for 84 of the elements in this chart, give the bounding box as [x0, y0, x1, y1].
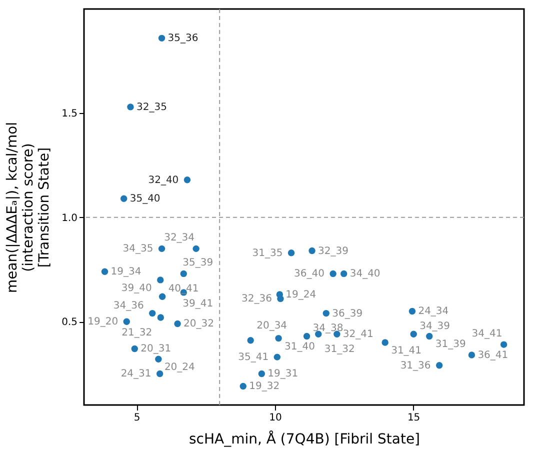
point	[158, 34, 166, 42]
point	[275, 334, 282, 342]
data-label: 20_32	[184, 318, 214, 330]
data-label: 32_35	[136, 102, 167, 113]
y-axis-title: mean(|ΔΔΔEₐ|), kcal/mol (interaction score) [Transition State]	[4, 122, 53, 294]
data-label: 34_40	[350, 268, 380, 280]
data-label: 31_32	[324, 344, 355, 356]
data-label: 19_32	[249, 381, 280, 392]
point	[277, 295, 284, 302]
point	[149, 310, 156, 317]
data-label: 40_41	[168, 284, 199, 295]
point	[258, 370, 266, 378]
point	[123, 318, 130, 325]
data-label: 24_34	[418, 306, 449, 318]
x-tick-label: 10	[269, 412, 282, 424]
point	[101, 268, 108, 275]
point	[274, 354, 281, 360]
y-tick-label: 1.0	[62, 212, 78, 224]
x-tick-label: 5	[134, 412, 140, 424]
data-label: 34_41	[472, 328, 502, 340]
point	[127, 104, 134, 110]
data-label: 35_40	[130, 194, 160, 205]
data-label: 34_36	[113, 300, 144, 312]
data-label: 36_39	[332, 308, 363, 320]
data-label: 36_40	[294, 268, 325, 280]
data-label: 19_31	[268, 368, 298, 380]
point	[303, 332, 310, 340]
data-label: 31_40	[284, 341, 315, 352]
point	[330, 270, 336, 278]
data-label: 21_32	[122, 327, 152, 338]
data-label: 31_35	[252, 248, 283, 259]
x-axis-title: scHA_min, Å (7Q4B) [Fibril State]	[188, 430, 420, 448]
data-label: 34_35	[122, 244, 154, 255]
point	[500, 341, 508, 348]
point	[247, 337, 254, 344]
data-label: 36_41	[478, 350, 508, 361]
point	[410, 330, 417, 338]
point	[288, 250, 295, 256]
data-label: 31_39	[435, 339, 466, 350]
point	[174, 320, 181, 328]
point	[436, 362, 443, 369]
data-label: 20_31	[140, 344, 172, 355]
point	[131, 345, 138, 352]
data-label: 32_39	[318, 246, 348, 257]
data-label: 20_34	[256, 320, 288, 332]
point	[426, 332, 433, 340]
data-label: 35_39	[182, 258, 214, 269]
data-label: 19_20	[88, 316, 118, 328]
point	[322, 310, 330, 317]
data-label: 39_41	[182, 298, 214, 310]
point	[382, 339, 388, 346]
point	[184, 176, 191, 184]
data-label: 20_24	[164, 362, 195, 374]
point	[468, 352, 476, 358]
point	[157, 314, 164, 321]
x-tick-label: 15	[407, 412, 420, 424]
point	[340, 270, 348, 278]
point	[408, 308, 416, 315]
data-label: 19_34	[110, 266, 142, 278]
point	[158, 293, 166, 300]
y-tick-label: 1.5	[62, 108, 78, 120]
point	[308, 247, 316, 254]
data-label: 32_36	[241, 294, 272, 305]
point	[180, 270, 187, 278]
data-label: 35_36	[168, 33, 198, 44]
y-tick-label: 0.5	[62, 317, 78, 328]
data-label: 31_41	[391, 345, 422, 356]
data-label: 39_40	[121, 282, 152, 294]
point	[192, 245, 200, 252]
data-label: 32_40	[148, 174, 179, 186]
data-label: 32_34	[164, 232, 195, 244]
data-label: 34_39	[420, 321, 450, 332]
point	[158, 245, 166, 252]
data-label: 19_24	[286, 290, 316, 301]
data-label: 35_41	[238, 352, 269, 364]
point	[157, 276, 164, 284]
point	[120, 195, 128, 202]
data-label: 24_31	[120, 368, 152, 380]
point	[156, 370, 164, 378]
data-label: 34_38	[312, 323, 344, 334]
point	[155, 356, 162, 362]
data-label: 32_41	[342, 329, 374, 340]
point	[240, 382, 246, 390]
data-label: 31_36	[400, 360, 431, 372]
